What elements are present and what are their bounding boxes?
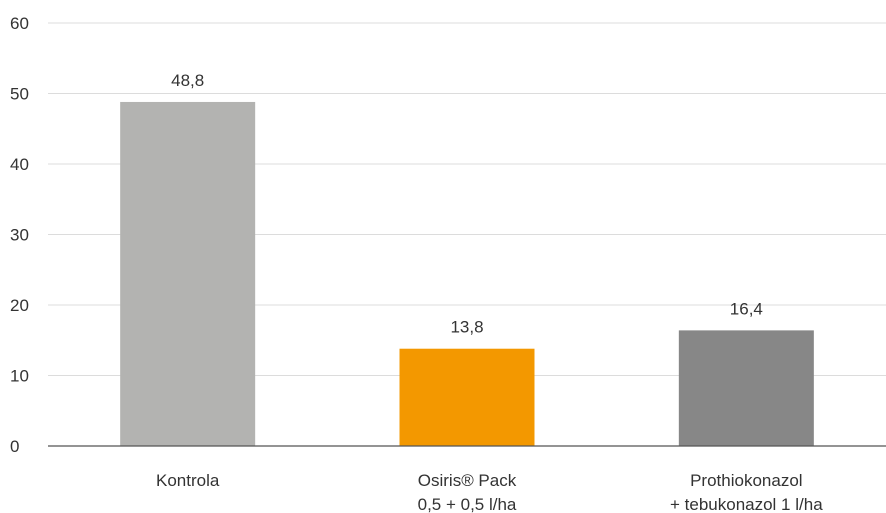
y-axis-tick-labels: 0 10 20 30 40 50 60	[10, 14, 29, 456]
y-tick-label: 10	[10, 367, 29, 386]
bar-0	[120, 101, 256, 447]
bar-1	[399, 348, 535, 446]
y-tick-label: 60	[10, 14, 29, 33]
data-labels: 48,8 13,8 16,4	[171, 71, 763, 337]
category-label-2-line-1: + tebukonazol 1 l/ha	[670, 495, 823, 513]
category-labels: Kontrola Osiris® Pack 0,5 + 0,5 l/ha Prothi…	[156, 471, 823, 513]
y-tick-label: 50	[10, 85, 29, 104]
bar-2	[678, 330, 814, 446]
category-label-1-line-0: Osiris® Pack	[418, 471, 517, 490]
y-tick-label: 20	[10, 296, 29, 315]
bars	[120, 101, 814, 447]
category-label-0-line-0: Kontrola	[156, 471, 220, 490]
category-label-2-line-0: Prothiokonazol	[690, 471, 802, 490]
data-label-2: 16,4	[730, 299, 763, 318]
y-tick-label: 30	[10, 226, 29, 245]
data-label-0: 48,8	[171, 71, 204, 90]
category-label-1-line-1: 0,5 + 0,5 l/ha	[418, 495, 517, 513]
data-label-1: 13,8	[450, 318, 483, 337]
y-tick-label: 0	[10, 437, 19, 456]
y-tick-label: 40	[10, 155, 29, 174]
